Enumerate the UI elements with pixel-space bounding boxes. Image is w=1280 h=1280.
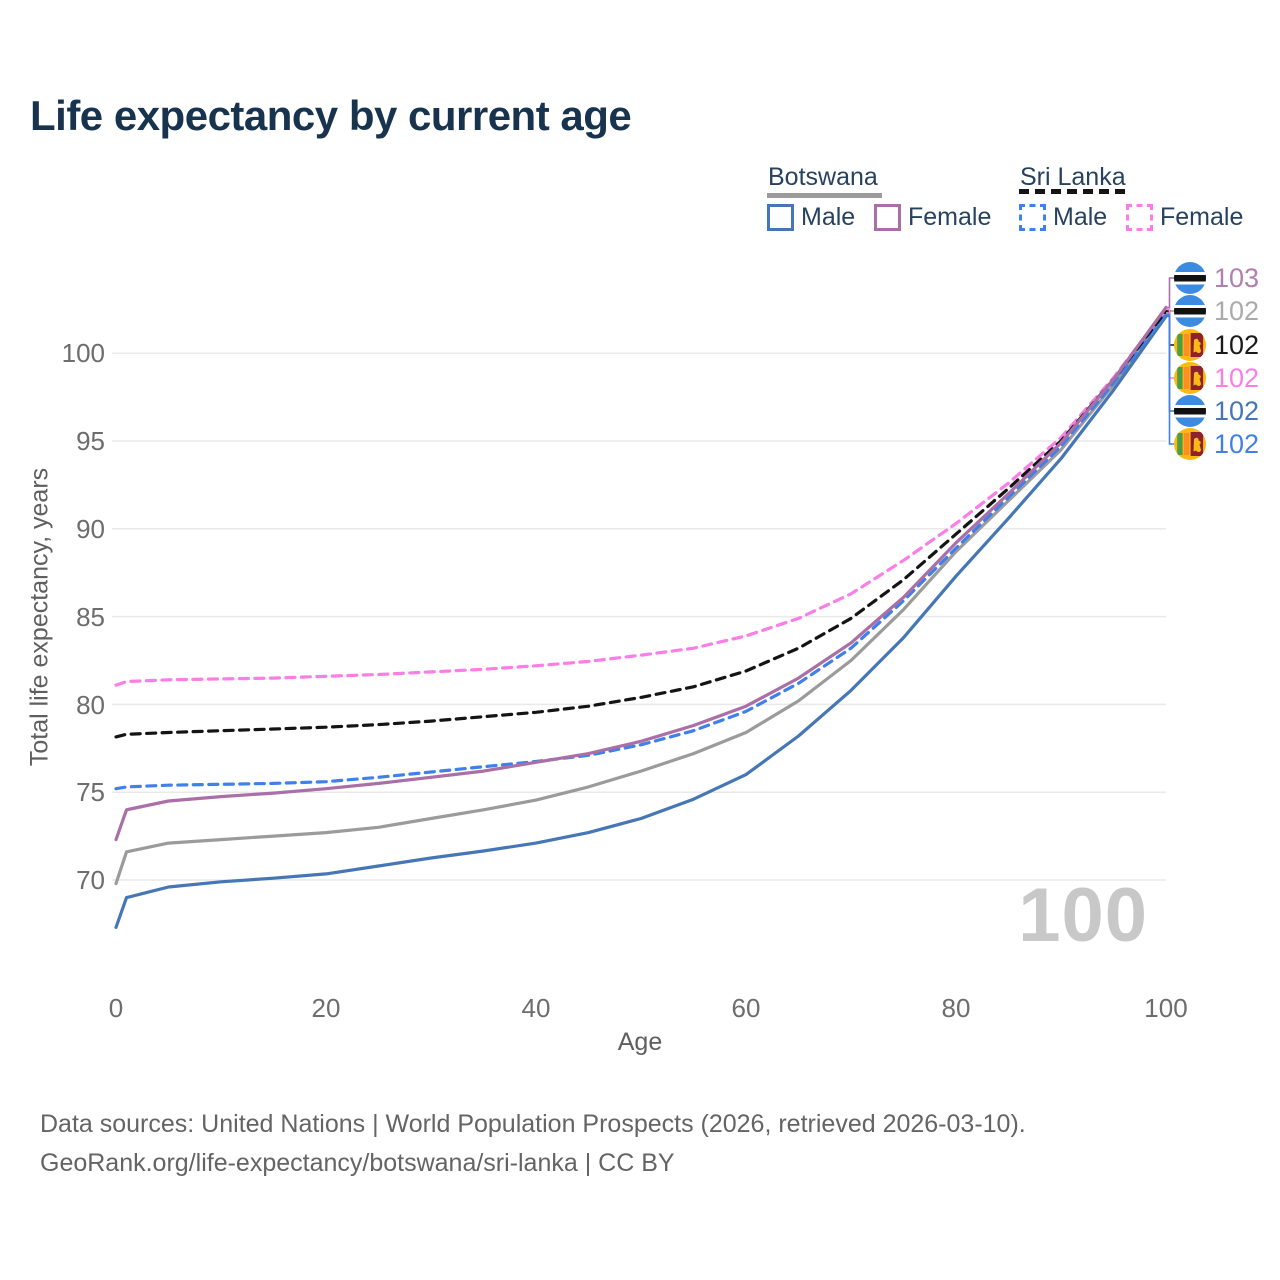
y-tick-95: 95 [76, 426, 105, 456]
legend-item-botswana-female[interactable]: Female [874, 203, 991, 232]
end-label-value: 102 [1214, 429, 1260, 459]
end-label-value: 102 [1214, 396, 1260, 426]
x-tick-100: 100 [1144, 993, 1188, 1023]
chart-plot-area[interactable] [0, 0, 1280, 1080]
end-label-botswana-female: 103 [1174, 262, 1259, 294]
legend-botswana-bothsexes-line [767, 193, 882, 198]
checkbox-botswana-male[interactable] [767, 204, 794, 231]
end-label-botswana-male: 102 [1174, 395, 1259, 427]
end-label-value: 103 [1214, 263, 1260, 293]
legend-item-srilanka-male[interactable]: Male [1019, 203, 1107, 232]
y-tick-70: 70 [76, 865, 105, 895]
legend-item-botswana-male[interactable]: Male [767, 203, 855, 232]
end-label-value: 102 [1214, 296, 1260, 326]
y-tick-100: 100 [61, 338, 105, 368]
x-axis-title: Age [617, 1028, 663, 1056]
checkbox-botswana-female[interactable] [874, 204, 901, 231]
age-counter-watermark: 100 [1018, 873, 1148, 958]
data-sources-text: Data sources: United Nations | World Pop… [40, 1110, 1026, 1138]
x-tick-80: 80 [941, 993, 971, 1023]
end-label-srilanka-female: 102 [1174, 362, 1259, 394]
sri-lanka-flag-icon [1174, 428, 1206, 460]
legend-country-sri-lanka[interactable]: Sri Lanka [1020, 163, 1126, 191]
attribution-link-text[interactable]: GeoRank.org/life-expectancy/botswana/sri… [40, 1149, 675, 1177]
legend-label: Male [1053, 203, 1108, 231]
end-label-botswana-both: 102 [1174, 295, 1259, 327]
legend-item-srilanka-female[interactable]: Female [1126, 203, 1243, 232]
y-tick-80: 80 [76, 690, 105, 720]
botswana-flag-icon [1174, 395, 1206, 427]
botswana-flag-icon [1174, 262, 1206, 294]
sri-lanka-flag-icon [1174, 362, 1206, 394]
y-tick-90: 90 [76, 514, 105, 544]
botswana-flag-icon [1174, 295, 1206, 327]
x-tick-20: 20 [311, 993, 341, 1023]
end-label-value: 102 [1214, 330, 1260, 360]
y-tick-85: 85 [76, 602, 105, 632]
x-tick-40: 40 [521, 993, 551, 1023]
page-title: Life expectancy by current age [30, 92, 632, 139]
legend-country-botswana[interactable]: Botswana [768, 163, 878, 191]
end-label-srilanka-both: 102 [1174, 329, 1259, 361]
legend-label: Female [1160, 203, 1244, 231]
legend-label: Male [801, 203, 856, 231]
end-label-value: 102 [1214, 363, 1260, 393]
x-tick-60: 60 [731, 993, 761, 1023]
checkbox-srilanka-male[interactable] [1019, 204, 1046, 231]
x-tick-0: 0 [108, 993, 124, 1023]
legend-label: Female [908, 203, 992, 231]
sri-lanka-flag-icon [1174, 329, 1206, 361]
legend-srilanka-bothsexes-line [1019, 189, 1125, 194]
end-label-srilanka-male: 102 [1174, 428, 1259, 460]
y-tick-75: 75 [76, 777, 105, 807]
checkbox-srilanka-female[interactable] [1126, 204, 1153, 231]
